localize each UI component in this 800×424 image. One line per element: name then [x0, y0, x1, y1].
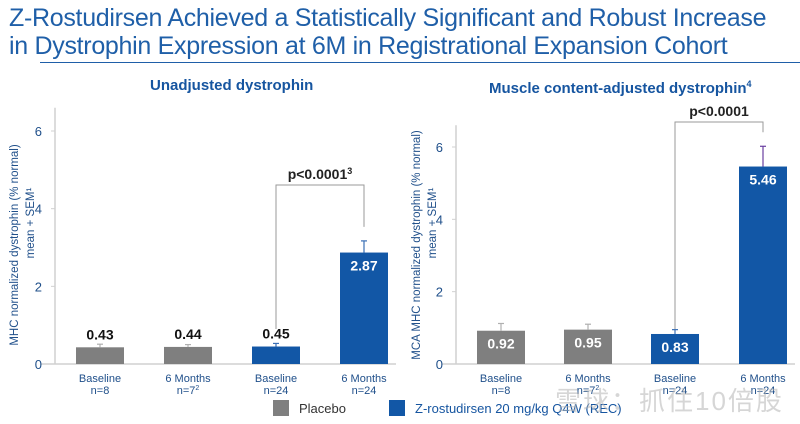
legend-label-treatment: Z-rostudirsen 20 mg/kg Q4W (REC) — [415, 400, 622, 416]
page-title-line-2: in Dystrophin Expression at 6M in Regist… — [9, 32, 728, 60]
chart2-bar-1 — [477, 330, 525, 364]
legend-label-placebo: Placebo — [299, 400, 346, 416]
chart-title-text: Unadjusted dystrophin — [150, 77, 314, 94]
chart2-category-label-3: Baseline — [654, 373, 696, 385]
page-title-line-1: Z-Rostudirsen Achieved a Statistically S… — [9, 4, 767, 32]
chart2-y-tick-label: 2 — [436, 285, 443, 300]
chart-title-sup: 4 — [746, 79, 752, 89]
chart2-bar-4 — [739, 166, 787, 364]
chart1-y-axis-label-line-2: mean + SEM¹ — [25, 188, 37, 259]
chart1-category-label-1: Baseline — [79, 373, 121, 385]
chart2-y-tick-label: 6 — [436, 140, 443, 155]
watermark: 雪球：抓住10倍股 — [555, 386, 784, 416]
chart2-y-axis-label-line-2: mean + SEM¹ — [427, 188, 439, 259]
chart1-pvalue-sup: 3 — [347, 166, 352, 176]
chart1-y-tick-label: 2 — [35, 279, 42, 294]
chart1-value-label-3: 0.45 — [262, 326, 289, 342]
chart2-category-label-2: 6 Months — [565, 373, 611, 385]
chart1-bar-4 — [340, 252, 388, 364]
chart-title-text: Muscle content-adjusted dystrophin — [489, 80, 747, 97]
chart1-category-n-4: n=24 — [352, 385, 377, 397]
chart2-pvalue-label: p<0.0001 — [689, 103, 749, 119]
chart1-bar-3 — [252, 346, 300, 364]
chart2-category-n-sup-2: 2 — [595, 385, 599, 392]
chart1-value-label-1: 0.43 — [86, 326, 113, 342]
chart1-category-n-3: n=24 — [264, 385, 289, 397]
chart1-y-tick-label: 4 — [35, 202, 42, 217]
legend-swatch-placebo — [273, 400, 289, 416]
chart2-y-tick-label: 4 — [436, 212, 443, 227]
chart2-category-n-3: n=24 — [663, 385, 688, 397]
chart1-y-tick-label: 0 — [35, 357, 42, 372]
chart1-category-label-3: Baseline — [255, 373, 297, 385]
legend-swatch-treatment — [389, 400, 405, 416]
legend-item-treatment: Z-rostudirsen 20 mg/kg Q4W (REC) — [389, 400, 622, 416]
chart2-y-axis-label-line-1: MCA MHC normalized dystrophin (% normal) — [411, 130, 423, 360]
chart2-y-tick-label: 0 — [436, 357, 443, 372]
chart2-category-label-1: Baseline — [480, 373, 522, 385]
chart2-category-n-1: n=8 — [492, 385, 511, 397]
chart2-category-n-2: n=72 — [577, 385, 600, 397]
chart1-bar-2 — [164, 346, 212, 364]
chart1-value-label-4: 2.87 — [350, 258, 377, 274]
chart1-category-n-sup-2: 2 — [195, 385, 199, 392]
chart2-value-label-3: 0.83 — [661, 339, 688, 355]
chart1-category-label-4: 6 Months — [341, 373, 387, 385]
chart1-y-axis-label-line-1: MHC normalized dystrophin (% normal) — [9, 144, 21, 345]
chart1-category-label-2: 6 Months — [165, 373, 211, 385]
chart1-value-label-2: 0.44 — [174, 326, 201, 342]
chart1-pvalue-bracket — [275, 184, 365, 329]
chart1-y-tick-label: 6 — [35, 124, 42, 139]
chart2-value-label-2: 0.95 — [574, 335, 601, 351]
legend-item-placebo: Placebo — [273, 400, 346, 416]
chart-title-adjusted: Muscle content-adjusted dystrophin4 — [489, 79, 752, 97]
title-divider — [40, 62, 800, 63]
chart1-pvalue-label: p<0.00013 — [288, 166, 353, 182]
chart2-pvalue-bracket — [674, 121, 764, 329]
chart2-category-n-4: n=24 — [751, 385, 776, 397]
chart1-bar-1 — [76, 347, 124, 364]
chart-title-unadjusted: Unadjusted dystrophin — [150, 76, 313, 94]
chart2-category-label-4: 6 Months — [740, 373, 786, 385]
chart2-value-label-1: 0.92 — [487, 336, 514, 352]
chart1-category-n-2: n=72 — [177, 385, 200, 397]
chart2-value-label-4: 5.46 — [749, 172, 776, 188]
page-title: Z-Rostudirsen Achieved a Statistically S… — [9, 4, 799, 60]
chart1-category-n-1: n=8 — [91, 385, 110, 397]
chart2-bar-3 — [651, 333, 699, 364]
chart2-bar-2 — [564, 329, 612, 364]
